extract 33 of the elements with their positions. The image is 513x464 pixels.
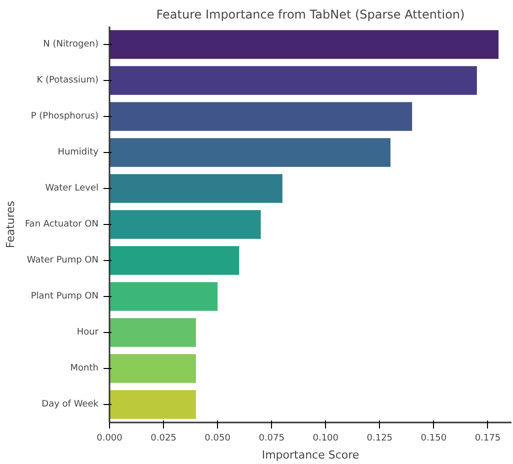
- x-tick-label: 0.125: [366, 434, 393, 444]
- bar: [110, 390, 196, 419]
- bar: [110, 30, 499, 59]
- bar: [110, 246, 240, 275]
- y-tick-label: K (Potassium): [36, 76, 99, 86]
- y-tick-label: Water Pump ON: [26, 256, 99, 266]
- y-tick-label: N (Nitrogen): [43, 40, 99, 50]
- y-tick-label: P (Phosphorus): [30, 112, 98, 122]
- bar: [110, 210, 261, 239]
- y-tick-label: Water Level: [45, 184, 99, 194]
- y-tick-label: Plant Pump ON: [30, 292, 99, 302]
- x-axis-title: Importance Score: [262, 448, 360, 462]
- x-tick-label: 0.150: [420, 434, 447, 444]
- x-tick-label: 0.175: [474, 434, 501, 444]
- y-tick-label: Humidity: [58, 148, 100, 158]
- bar: [110, 354, 196, 383]
- x-tick-label: 0.025: [150, 434, 176, 444]
- x-tick-label: 0.100: [312, 434, 339, 444]
- bar: [110, 138, 390, 167]
- x-tick-label: 0.075: [258, 434, 284, 444]
- bar: [110, 174, 282, 203]
- y-axis-title: Features: [4, 200, 17, 248]
- y-tick-label: Month: [70, 364, 99, 374]
- bar: [110, 282, 218, 311]
- x-tick-label: 0.050: [204, 434, 231, 444]
- bar: [110, 102, 412, 131]
- bar: [110, 66, 477, 95]
- x-tick-label: 0.000: [96, 434, 123, 444]
- y-tick-label: Day of Week: [42, 400, 100, 410]
- chart-title: Feature Importance from TabNet (Sparse Attention): [156, 8, 465, 22]
- y-tick-label: Hour: [76, 328, 99, 338]
- y-tick-label: Fan Actuator ON: [24, 220, 99, 230]
- bar: [110, 318, 196, 347]
